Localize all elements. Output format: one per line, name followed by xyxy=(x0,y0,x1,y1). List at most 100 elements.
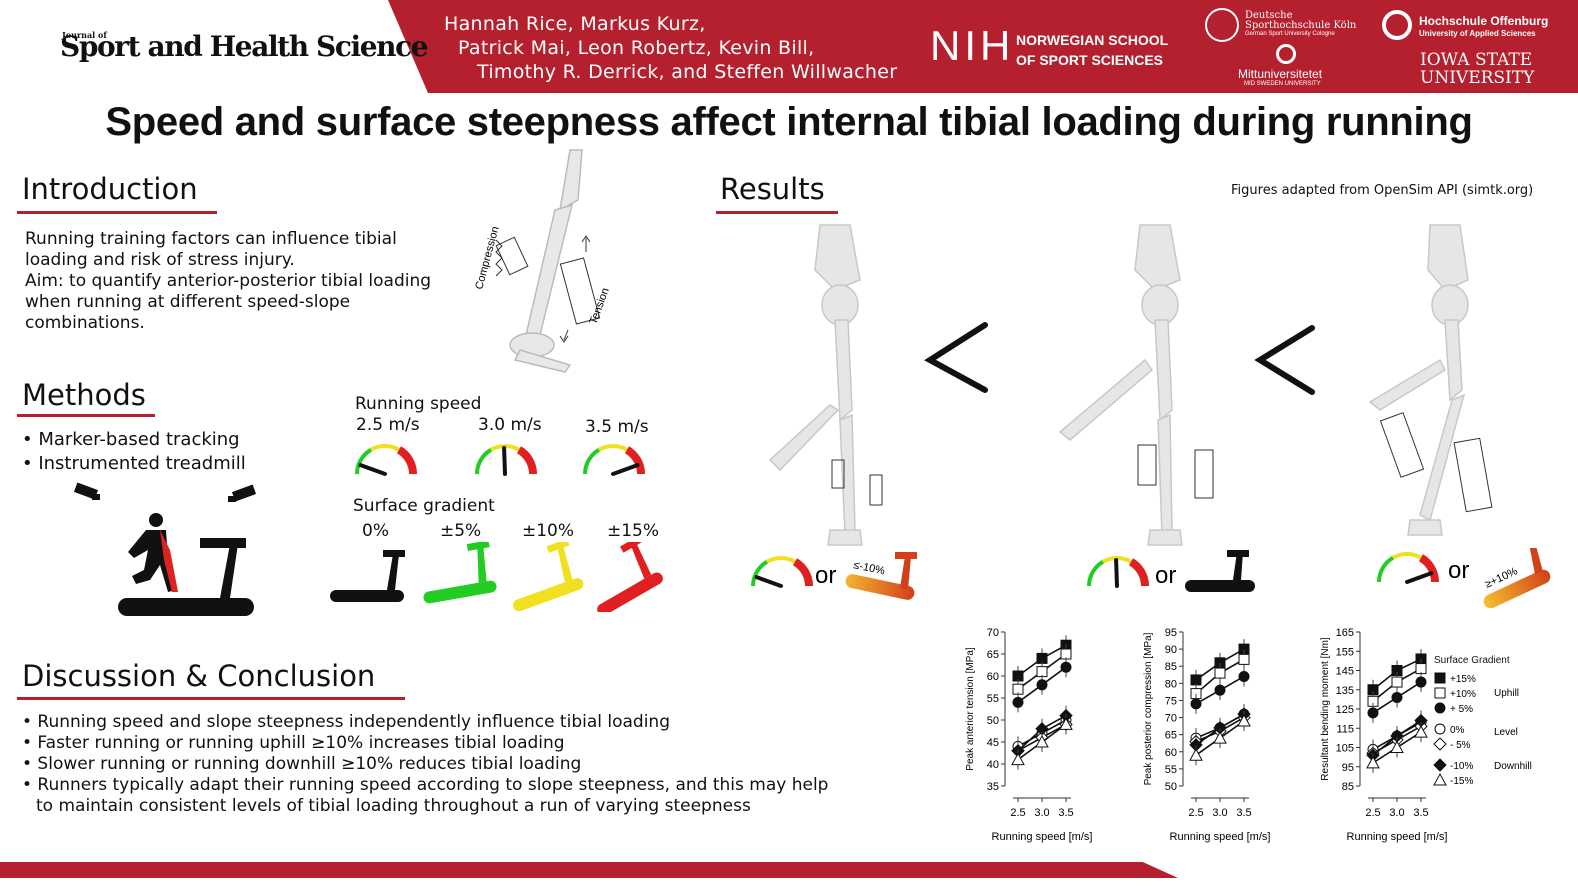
y-tick-label: 35 xyxy=(987,781,999,793)
x-tick-label: 3.0 xyxy=(1212,807,1227,819)
series-+ 5% xyxy=(1190,666,1250,714)
data-point xyxy=(1214,684,1226,696)
discussion-bullet: • Running speed and slope steepness inde… xyxy=(22,712,671,732)
authors-line-3: Timothy R. Derrick, and Steffen Willwach… xyxy=(477,61,898,83)
figure-credit: Figures adapted from OpenSim API (simtk.… xyxy=(1231,183,1534,198)
series-+10% xyxy=(1367,658,1427,712)
y-axis-label: Peak anterior tension [MPa] xyxy=(965,647,976,771)
or-label: or xyxy=(815,562,836,589)
y-tick-label: 95 xyxy=(1342,762,1354,774)
series-+10% xyxy=(1190,649,1250,704)
discussion-bullets: • Running speed and slope steepness inde… xyxy=(22,712,828,817)
speed-gauge-medium-icon xyxy=(475,444,537,476)
chart-legend: +15% +10% + 5% 0% - 5% -10% -15% Uphill Level Dow… xyxy=(1433,672,1532,787)
runner-icon xyxy=(128,513,178,592)
results-heading: Results xyxy=(720,172,825,206)
miun-name-2: MID SWEDEN UNIVERSITY xyxy=(1244,81,1321,87)
y-tick-label: 155 xyxy=(1336,646,1354,658)
result-gauge-medium-icon xyxy=(1087,556,1149,588)
or-label: or xyxy=(1448,557,1469,584)
y-tick-label: 50 xyxy=(1165,781,1177,793)
intro-line: Running training factors can influence t… xyxy=(25,229,397,249)
gradient-label: 0% xyxy=(362,521,389,541)
y-tick-label: 135 xyxy=(1336,685,1354,697)
intro-line: Aim: to quantify anterior-posterior tibi… xyxy=(25,271,432,291)
running-speed-title: Running speed xyxy=(355,394,482,414)
methods-bullet: • Instrumented treadmill xyxy=(22,453,246,474)
poster-title: Speed and surface steepness affect inter… xyxy=(105,100,1473,144)
y-tick-label: 60 xyxy=(1165,747,1177,759)
less-than-symbol xyxy=(924,322,988,393)
data-point xyxy=(1060,661,1072,673)
dshs-name-1: Deutsche xyxy=(1245,10,1293,21)
miun-name-1: Mittuniversitetet xyxy=(1238,67,1323,81)
legend-group-label: Level xyxy=(1494,727,1518,738)
chart-panel-1: 50 55 60 65 70 75 80 85 90 95 2.5 3.0 3.5 Running spe… xyxy=(1143,627,1270,843)
y-tick-label: 45 xyxy=(987,737,999,749)
speed-label: 3.5 m/s xyxy=(585,417,649,437)
data-point xyxy=(1391,676,1403,688)
treadmill-setup-illustration xyxy=(73,482,257,616)
gradient-label: ±5% xyxy=(440,521,482,541)
data-point xyxy=(1391,691,1403,703)
y-tick-label: 95 xyxy=(1165,627,1177,639)
hso-name-2: University of Applied Sciences xyxy=(1419,29,1536,38)
legend-item-label: 0% xyxy=(1450,725,1465,736)
result-gauge-fast-icon xyxy=(1377,552,1439,584)
y-tick-label: 70 xyxy=(987,627,999,639)
tibia-loading-diagram: Compression Tension xyxy=(473,149,612,373)
y-tick-label: 60 xyxy=(987,671,999,683)
gauge-needle xyxy=(1405,571,1434,584)
methods-bullet: • Marker-based tracking xyxy=(22,429,240,450)
x-tick-label: 3.5 xyxy=(1236,807,1251,819)
data-point xyxy=(1189,748,1203,761)
dshs-name-3: German Sport University Cologne xyxy=(1245,31,1335,37)
nih-name-1: NORWEGIAN SCHOOL xyxy=(1016,32,1169,48)
y-tick-label: 50 xyxy=(987,715,999,727)
series--10% xyxy=(1366,710,1428,766)
gauge-needle xyxy=(358,463,387,476)
legend-item-label: -10% xyxy=(1450,761,1473,772)
camera-icon xyxy=(73,482,100,500)
data-point xyxy=(1367,707,1379,719)
isu-name-1: IOWA STATE xyxy=(1420,50,1533,70)
data-point xyxy=(1059,717,1073,730)
discussion-bullet: to maintain consistent levels of tibial … xyxy=(36,796,751,816)
y-tick-label: 55 xyxy=(987,693,999,705)
gradient-treadmills xyxy=(330,542,663,612)
series-+15% xyxy=(1190,639,1250,690)
y-tick-label: 55 xyxy=(1165,764,1177,776)
nih-name-2: OF SPORT SCIENCES xyxy=(1016,52,1164,68)
legend-item-label: +10% xyxy=(1450,689,1476,700)
speed-label: 3.0 m/s xyxy=(478,415,542,435)
legend-item-label: - 5% xyxy=(1450,740,1471,751)
speed-label: 2.5 m/s xyxy=(356,415,420,435)
series-+ 5% xyxy=(1367,672,1427,723)
legend-group-label: Uphill xyxy=(1494,688,1519,699)
tension-label: Tension xyxy=(588,286,612,326)
camera-icon xyxy=(228,484,257,502)
authors-line-2: Patrick Mai, Leon Robertz, Kevin Bill, xyxy=(458,37,815,59)
y-tick-label: 70 xyxy=(1165,713,1177,725)
introduction-heading: Introduction xyxy=(22,172,198,206)
treadmill-icon-5 xyxy=(423,542,497,604)
data-point xyxy=(1190,698,1202,710)
legend-item-label: +15% xyxy=(1450,674,1476,685)
series--15% xyxy=(1011,714,1073,770)
uphill-treadmill-icon: ≥+10% xyxy=(1483,548,1551,608)
chart-panel-2: 85 95 105 115 125 135 145 155 165 2.5 3.0 3.5 Runnin… xyxy=(1320,627,1447,843)
data-point xyxy=(1213,731,1227,744)
treadmill-belt xyxy=(118,598,254,616)
methods-underline xyxy=(17,414,155,417)
gradient-label: ±15% xyxy=(607,521,660,541)
intro-line: loading and risk of stress injury. xyxy=(25,250,295,270)
data-point xyxy=(1190,674,1202,686)
treadmill-icon-15 xyxy=(597,542,663,612)
y-tick-label: 85 xyxy=(1342,781,1354,793)
methods-heading: Methods xyxy=(22,378,146,412)
data-point xyxy=(1036,679,1048,691)
y-tick-label: 65 xyxy=(987,649,999,661)
discussion-heading: Discussion & Conclusion xyxy=(22,659,376,693)
results-underline xyxy=(716,211,838,214)
x-axis-label: Running speed [m/s] xyxy=(992,831,1093,843)
